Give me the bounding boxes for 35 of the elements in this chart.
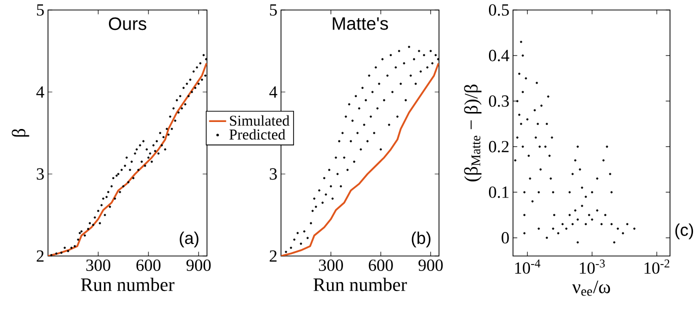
y-tick-label: 4 <box>269 86 278 98</box>
y-tick-label: 4 <box>36 86 44 98</box>
chart-title: Matte's <box>332 17 388 30</box>
x-tick-label: 900 <box>186 260 211 271</box>
annotation: (b) <box>412 232 430 248</box>
y-axis-title: β <box>12 128 30 137</box>
y-tick-label: 5 <box>36 4 44 16</box>
y-tick-label: 0.3 <box>488 95 509 107</box>
y-tick-label: 0.5 <box>488 4 509 16</box>
y-tick-label: 3 <box>270 168 277 180</box>
x-tick-label: 300 <box>86 260 110 271</box>
y-tick-label: 0.4 <box>488 50 510 62</box>
x-tick-label: 10$^{-3}$ <box>580 260 605 274</box>
x-axis-title: Run number <box>313 278 407 292</box>
legend-label: Predicted <box>229 129 286 140</box>
y-tick-label: 0 <box>502 232 509 244</box>
annotation: (a) <box>180 232 198 248</box>
y-axis-title: (β$_{Matte}$ − β)/β <box>464 84 482 182</box>
x-tick-label: 10$^{-2}$ <box>644 260 670 274</box>
chart-title: Ours <box>108 17 146 30</box>
x-tick-label: 900 <box>418 260 443 271</box>
y-tick-label: 3 <box>36 168 44 180</box>
x-tick-label: 10$^{-4}$ <box>515 260 540 274</box>
text: (c) <box>675 224 694 240</box>
x-axis-title: ν$_{ee}$/ω <box>572 280 610 296</box>
x-tick-label: 600 <box>136 260 160 271</box>
y-tick-label: 0.1 <box>488 186 508 198</box>
y-tick-label: 5 <box>270 4 277 16</box>
y-tick-label: 2 <box>270 250 277 262</box>
y-tick-label: 2 <box>36 250 44 262</box>
y-tick-label: 0.2 <box>488 140 509 152</box>
x-axis-title: Run number <box>80 278 174 292</box>
x-tick-label: 600 <box>368 260 393 271</box>
legend-label: Simulated <box>230 115 290 126</box>
x-tick-label: 300 <box>319 260 343 271</box>
